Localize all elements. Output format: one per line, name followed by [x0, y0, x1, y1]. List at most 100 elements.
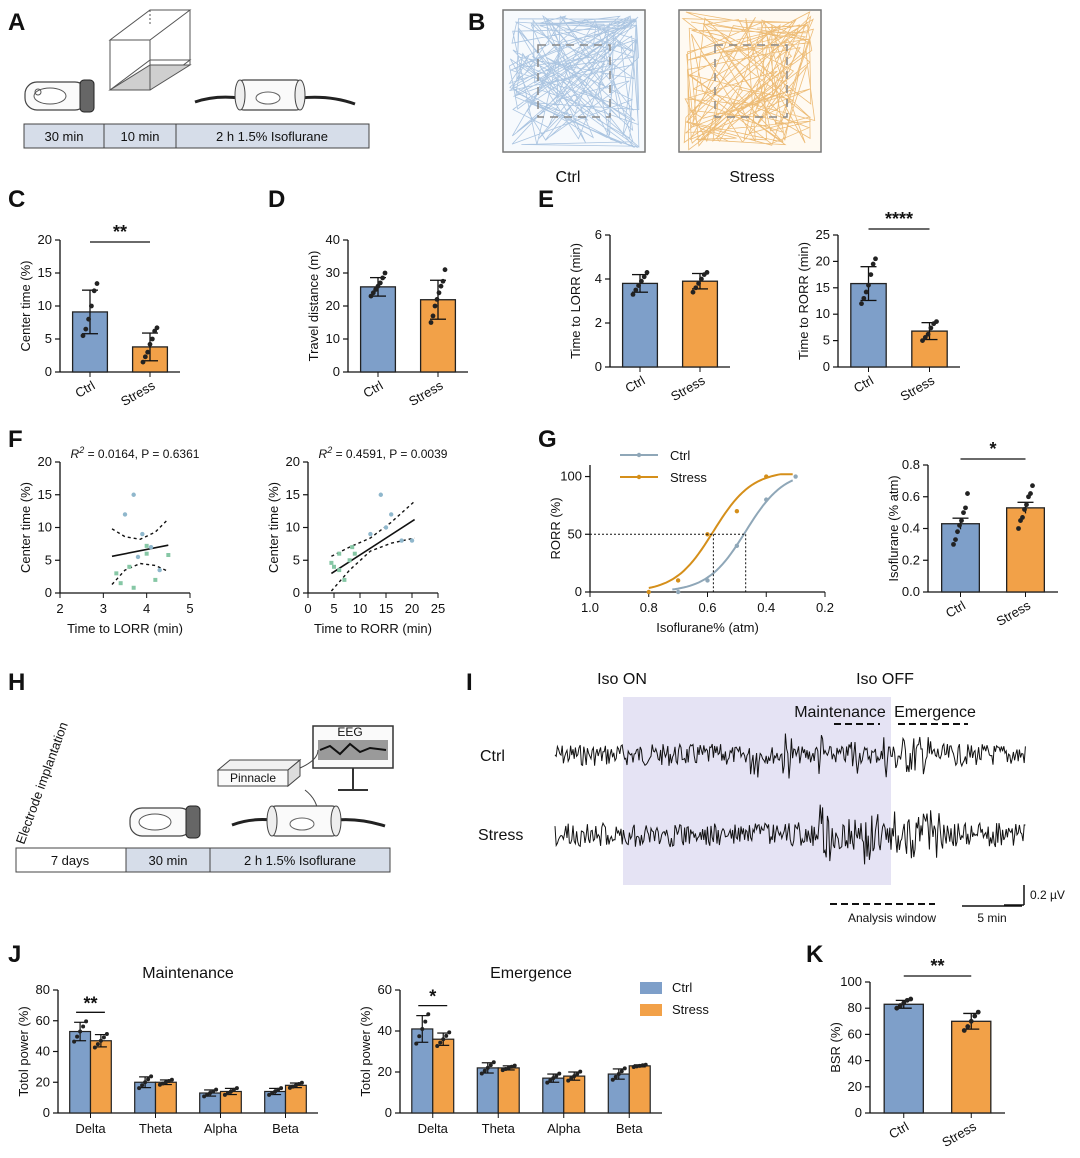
data-point: [894, 1005, 900, 1011]
y-tick-label: 10: [38, 298, 52, 313]
data-point: [548, 1078, 553, 1083]
data-point: [897, 1003, 903, 1008]
eeg-ctrl-trace: [554, 733, 1026, 779]
x-tick-label: 4: [143, 601, 150, 616]
y-tick-label: 0.2: [902, 552, 920, 567]
data-point: [693, 285, 699, 291]
anesthesia-chamber-icon-h: [231, 805, 386, 837]
data-point: [610, 1077, 615, 1082]
voltage-scale-label: 0.2 µV: [1030, 888, 1065, 902]
iso-off-label: Iso OFF: [856, 671, 914, 688]
stress-point: [329, 560, 334, 565]
analysis-window-label: Analysis window: [848, 911, 936, 925]
bar-stress-delta: [432, 1038, 455, 1114]
data-point: [644, 270, 650, 275]
data-point: [485, 1065, 490, 1070]
data-point: [435, 1043, 440, 1048]
y-tick-label: 5: [45, 552, 52, 567]
y-tick-label: 40: [326, 232, 340, 247]
data-point: [92, 1045, 97, 1050]
y-axis-title: BSR (%): [828, 1022, 843, 1073]
regression-annotation: R2 = 0.4591, P = 0.0039: [319, 445, 448, 461]
y-tick-label: 60: [378, 982, 392, 997]
ci-lower-line: [330, 537, 415, 592]
data-point: [154, 325, 160, 331]
data-point: [211, 1089, 216, 1094]
y-tick-label: 2: [595, 315, 602, 330]
x-tick-label: Theta: [482, 1121, 516, 1136]
x-tick-label: 5: [186, 601, 193, 616]
data-point: [222, 1092, 227, 1097]
x-axis-title: Time to RORR (min): [314, 621, 432, 636]
data-point: [630, 292, 636, 297]
legend-swatch-stress: [640, 1004, 662, 1016]
y-tick-label: 40: [378, 1023, 392, 1038]
data-point: [380, 275, 386, 281]
y-tick-label: 5: [293, 552, 300, 567]
data-point: [955, 529, 960, 535]
data-point: [622, 1066, 627, 1071]
data-point: [641, 274, 647, 280]
ctrl-point: [734, 543, 740, 549]
x-tick-label: Ctrl: [622, 373, 647, 396]
data-point: [873, 256, 878, 262]
data-point: [293, 1083, 298, 1088]
ctrl-point: [793, 474, 798, 479]
x-tick-label: 10: [353, 601, 367, 616]
chart-c: C 0 5 10 15 20 Center time (%) Ctrl Stress **: [8, 186, 180, 409]
legend-label-ctrl: Ctrl: [672, 980, 692, 995]
data-point: [961, 510, 966, 516]
stress-point: [342, 577, 347, 582]
x-tick-label: Stress: [898, 372, 938, 404]
data-point: [428, 320, 434, 325]
legend-label-ctrl: Ctrl: [670, 448, 690, 463]
chart-e-rorr: 0 5 10 15 20 25 Time to RORR (min) Ctrl Stress **…: [796, 209, 960, 404]
y-tick-label: 15: [38, 265, 52, 280]
y-tick-label: 4: [595, 271, 602, 286]
data-point: [500, 1068, 505, 1073]
timeline-a: 30 min 10 min 2 h 1.5% Isoflurane: [23, 123, 370, 149]
data-point: [299, 1080, 304, 1085]
x-tick-label: Beta: [272, 1121, 300, 1136]
annotation-r: R: [71, 447, 80, 461]
data-point: [572, 1074, 577, 1079]
data-point: [296, 1082, 301, 1087]
chart-k: K 0 20 40 60 80 100 BSR (%) Ctrl Stress **: [806, 941, 1005, 1150]
y-tick-label: 0.6: [902, 489, 920, 504]
chart-d: D 0 10 20 30 40 Travel distance (m) Ctrl Stress: [268, 186, 468, 409]
data-point: [267, 1092, 272, 1097]
data-point: [84, 1019, 89, 1024]
data-point: [959, 518, 964, 523]
stress-point: [127, 564, 132, 569]
timeline-h: 7 days 30 min 2 h 1.5% Isoflurane: [15, 847, 391, 873]
ctrl-track-trace: [508, 15, 640, 149]
legend-marker-ctrl: [636, 452, 642, 458]
data-point: [140, 1083, 145, 1088]
x-tick-label: Stress: [939, 1118, 979, 1150]
data-point: [430, 313, 436, 319]
bar-stress-beta: [284, 1084, 307, 1114]
x-tick-label: 0.2: [816, 600, 834, 615]
emergence-label: Emergence: [894, 704, 976, 721]
data-point: [276, 1087, 281, 1092]
data-point: [925, 331, 931, 337]
y-tick-label: 25: [816, 227, 830, 242]
significance-label: **: [83, 993, 97, 1013]
stress-track-trace: [681, 11, 816, 151]
x-tick-label: Stress: [994, 597, 1034, 629]
data-point: [163, 1080, 168, 1085]
data-point: [866, 282, 871, 288]
data-point: [442, 267, 448, 273]
bar-ctrl: [621, 282, 659, 368]
y-tick-label: 0: [855, 1105, 862, 1120]
data-point: [91, 288, 97, 294]
timeline-h-step-3: 2 h 1.5% Isoflurane: [244, 853, 356, 868]
y-tick-label: 20: [36, 1074, 50, 1089]
track-path: [508, 15, 640, 149]
data-point: [447, 1030, 452, 1035]
data-point: [908, 996, 914, 1002]
data-point: [147, 341, 153, 347]
data-point: [290, 1084, 295, 1089]
